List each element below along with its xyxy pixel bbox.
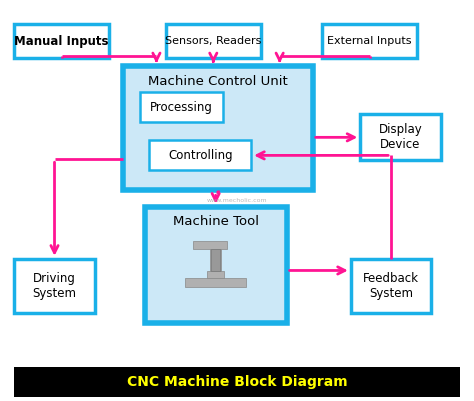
FancyBboxPatch shape xyxy=(193,241,227,249)
Text: Controlling: Controlling xyxy=(168,149,233,162)
FancyBboxPatch shape xyxy=(140,92,223,122)
FancyBboxPatch shape xyxy=(360,114,441,160)
Text: Processing: Processing xyxy=(150,101,213,114)
FancyBboxPatch shape xyxy=(207,271,224,278)
FancyBboxPatch shape xyxy=(123,66,313,190)
Text: CNC Machine Block Diagram: CNC Machine Block Diagram xyxy=(127,375,347,389)
Text: Machine Tool: Machine Tool xyxy=(173,215,259,228)
FancyBboxPatch shape xyxy=(322,24,417,58)
FancyBboxPatch shape xyxy=(145,207,287,323)
FancyBboxPatch shape xyxy=(210,249,221,271)
FancyBboxPatch shape xyxy=(351,259,431,313)
Text: Machine Control Unit: Machine Control Unit xyxy=(148,75,288,88)
Text: External Inputs: External Inputs xyxy=(328,36,412,46)
Text: Sensors, Readers: Sensors, Readers xyxy=(165,36,262,46)
FancyBboxPatch shape xyxy=(14,259,95,313)
Text: Manual Inputs: Manual Inputs xyxy=(14,34,109,48)
Text: www.mecholic.com: www.mecholic.com xyxy=(207,198,267,203)
FancyBboxPatch shape xyxy=(14,367,460,397)
Text: Display
Device: Display Device xyxy=(379,124,422,151)
FancyBboxPatch shape xyxy=(14,24,109,58)
FancyBboxPatch shape xyxy=(185,278,246,287)
FancyBboxPatch shape xyxy=(149,140,251,170)
FancyBboxPatch shape xyxy=(211,249,220,271)
Text: Driving
System: Driving System xyxy=(33,272,76,300)
Text: Feedback
System: Feedback System xyxy=(363,272,419,300)
FancyBboxPatch shape xyxy=(166,24,261,58)
